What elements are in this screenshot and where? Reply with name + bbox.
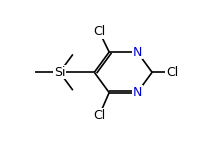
Text: Cl: Cl	[166, 66, 178, 79]
Text: N: N	[132, 86, 142, 99]
Text: Cl: Cl	[93, 109, 105, 122]
Text: N: N	[132, 46, 142, 59]
Text: Cl: Cl	[93, 25, 105, 38]
Text: Si: Si	[54, 66, 65, 79]
